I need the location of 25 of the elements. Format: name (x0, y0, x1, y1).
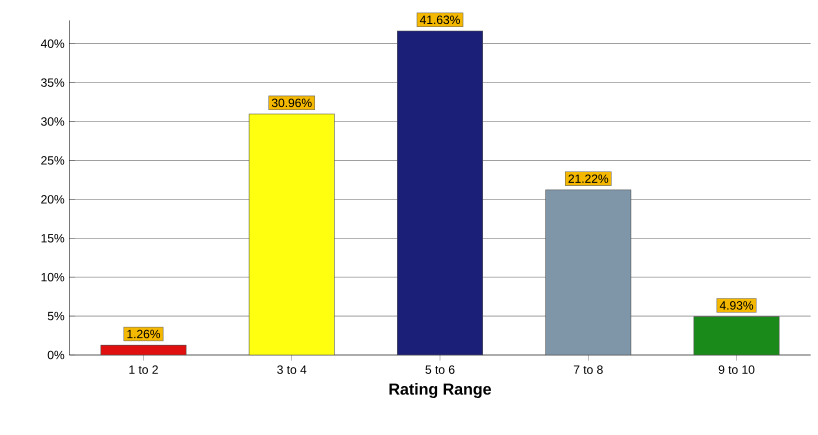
x-tick-label: 1 to 2 (129, 365, 158, 374)
y-tick-label: 15% (42, 234, 64, 242)
bar (100, 344, 186, 356)
bar (694, 316, 780, 356)
data-label: 30.96% (272, 98, 312, 108)
x-tick-label: 7 to 8 (574, 365, 603, 374)
x-tick-label: 3 to 4 (277, 365, 306, 374)
y-tick-label: 35% (41, 78, 64, 87)
y-tick-label: 10% (42, 272, 64, 282)
y-tick-label: 30% (41, 117, 64, 126)
y-tick-label: 0% (48, 350, 64, 360)
data-label: 21.22% (568, 174, 608, 183)
x-tick-label: 9 to 10 (718, 365, 754, 374)
bar (545, 190, 632, 356)
y-tick-label: 40% (40, 39, 64, 48)
bar (397, 30, 483, 356)
bar (248, 114, 335, 356)
y-tick-label: 25% (41, 156, 64, 165)
data-label: 1.26% (127, 330, 160, 338)
y-tick-label: 20% (41, 195, 64, 204)
x-tick-label: 5 to 6 (425, 365, 454, 374)
x-axis-title: Rating Range (390, 383, 491, 398)
data-label: 41.63% (420, 16, 460, 24)
y-tick-label: 5% (48, 312, 64, 320)
data-label: 4.93% (720, 301, 754, 310)
